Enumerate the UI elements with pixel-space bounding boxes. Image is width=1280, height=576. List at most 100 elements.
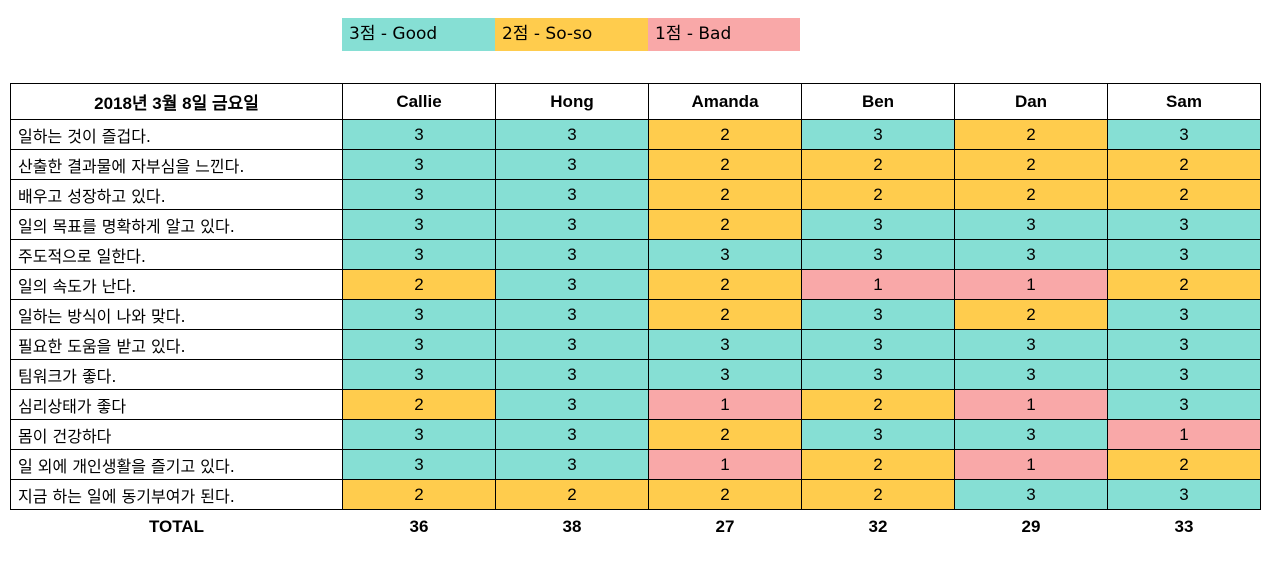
score-cell: 2 [1107, 449, 1261, 480]
score-cell: 3 [954, 479, 1108, 510]
score-cell: 1 [954, 449, 1108, 480]
score-cell: 3 [648, 329, 802, 360]
score-cell: 2 [801, 479, 955, 510]
score-cell: 2 [648, 209, 802, 240]
score-cell: 2 [495, 479, 649, 510]
score-cell: 2 [1107, 179, 1261, 210]
score-cell: 2 [954, 119, 1108, 150]
score-cell: 3 [495, 389, 649, 420]
question-cell: 일하는 방식이 나와 맞다. [10, 299, 343, 330]
question-cell: 일 외에 개인생활을 즐기고 있다. [10, 449, 343, 480]
score-cell: 2 [648, 419, 802, 450]
score-cell: 3 [1107, 239, 1261, 270]
score-cell: 3 [648, 239, 802, 270]
score-cell: 2 [954, 299, 1108, 330]
question-cell: 필요한 도움을 받고 있다. [10, 329, 343, 360]
question-cell: 배우고 성장하고 있다. [10, 179, 343, 210]
question-cell: 몸이 건강하다 [10, 419, 343, 450]
score-cell: 2 [801, 149, 955, 180]
total-value: 38 [562, 516, 582, 536]
total-value: 33 [1174, 516, 1194, 536]
person-header-sam: Sam [1107, 83, 1261, 120]
score-cell: 3 [954, 209, 1108, 240]
table-row: 필요한 도움을 받고 있다. 3 3 3 3 3 3 [10, 329, 1261, 360]
score-cell: 3 [801, 119, 955, 150]
score-cell: 3 [495, 239, 649, 270]
table-row: 일하는 방식이 나와 맞다. 3 3 2 3 2 3 [10, 299, 1261, 330]
score-cell: 2 [342, 479, 496, 510]
score-cell: 3 [495, 449, 649, 480]
person-header-dan: Dan [954, 83, 1108, 120]
score-cell: 3 [1107, 119, 1261, 150]
score-cell: 3 [954, 239, 1108, 270]
total-value: 32 [868, 516, 888, 536]
legend-good: 3점 - Good [342, 18, 495, 51]
score-cell: 1 [954, 389, 1108, 420]
table-row: 산출한 결과물에 자부심을 느낀다. 3 3 2 2 2 2 [10, 149, 1261, 180]
score-cell: 3 [1107, 389, 1261, 420]
score-cell: 3 [801, 419, 955, 450]
score-cell: 2 [801, 179, 955, 210]
score-cell: 3 [342, 419, 496, 450]
score-cell: 3 [801, 299, 955, 330]
score-cell: 3 [495, 119, 649, 150]
score-cell: 3 [495, 269, 649, 300]
score-cell: 2 [648, 179, 802, 210]
score-cell: 2 [954, 149, 1108, 180]
total-label: TOTAL [148, 516, 205, 536]
question-cell: 일하는 것이 즐겁다. [10, 119, 343, 150]
score-cell: 2 [648, 299, 802, 330]
score-cell: 3 [1107, 479, 1261, 510]
score-cell: 1 [648, 449, 802, 480]
score-cell: 3 [801, 329, 955, 360]
score-cell: 3 [954, 329, 1108, 360]
person-header-ben: Ben [801, 83, 955, 120]
table-row: 몸이 건강하다 3 3 2 3 3 1 [10, 419, 1261, 450]
legend-so-so: 2점 - So-so [495, 18, 648, 51]
question-cell: 주도적으로 일한다. [10, 239, 343, 270]
score-cell: 3 [342, 329, 496, 360]
score-cell: 3 [954, 359, 1108, 390]
table-row: 일의 목표를 명확하게 알고 있다. 3 3 2 3 3 3 [10, 209, 1261, 240]
score-cell: 1 [801, 269, 955, 300]
score-cell: 3 [342, 299, 496, 330]
score-cell: 2 [648, 149, 802, 180]
score-cell: 1 [648, 389, 802, 420]
score-cell: 3 [1107, 209, 1261, 240]
score-cell: 2 [648, 479, 802, 510]
question-cell: 팀워크가 좋다. [10, 359, 343, 390]
score-cell: 3 [495, 419, 649, 450]
table-row: 일 외에 개인생활을 즐기고 있다. 3 3 1 2 1 2 [10, 449, 1261, 480]
score-cell: 3 [954, 419, 1108, 450]
person-header-amanda: Amanda [648, 83, 802, 120]
score-cell: 3 [801, 239, 955, 270]
team-survey-table: 2018년 3월 8일 금요일 Callie Hong Amanda Ben D… [10, 83, 1261, 544]
score-cell: 3 [342, 359, 496, 390]
score-cell: 3 [342, 239, 496, 270]
score-cell: 3 [342, 209, 496, 240]
score-cell: 3 [495, 329, 649, 360]
score-cell: 3 [342, 149, 496, 180]
question-cell: 일의 목표를 명확하게 알고 있다. [10, 209, 343, 240]
score-cell: 3 [1107, 299, 1261, 330]
score-cell: 3 [648, 359, 802, 390]
table-row: 일하는 것이 즐겁다. 3 3 2 3 2 3 [10, 119, 1261, 150]
table-row: 배우고 성장하고 있다. 3 3 2 2 2 2 [10, 179, 1261, 210]
table-row: 지금 하는 일에 동기부여가 된다. 2 2 2 2 3 3 [10, 479, 1261, 510]
score-cell: 2 [648, 119, 802, 150]
score-cell: 3 [495, 359, 649, 390]
score-cell: 2 [801, 389, 955, 420]
score-cell: 1 [1107, 419, 1261, 450]
score-cell: 2 [1107, 269, 1261, 300]
score-legend: 3점 - Good 2점 - So-so 1점 - Bad [342, 18, 800, 51]
table-row: 일의 속도가 난다. 2 3 2 1 1 2 [10, 269, 1261, 300]
question-cell: 일의 속도가 난다. [10, 269, 343, 300]
total-value: 36 [409, 516, 429, 536]
score-cell: 2 [342, 269, 496, 300]
score-cell: 3 [495, 209, 649, 240]
score-cell: 3 [342, 179, 496, 210]
score-cell: 2 [342, 389, 496, 420]
total-row: TOTAL 36 38 27 32 29 33 [11, 510, 1261, 544]
score-cell: 3 [801, 209, 955, 240]
score-cell: 2 [648, 269, 802, 300]
